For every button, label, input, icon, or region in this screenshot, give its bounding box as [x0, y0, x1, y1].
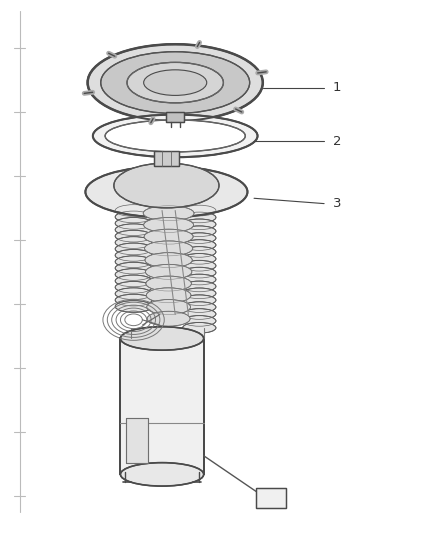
Ellipse shape: [93, 115, 258, 157]
Text: 1: 1: [333, 82, 341, 94]
Ellipse shape: [115, 217, 152, 229]
Ellipse shape: [115, 269, 152, 280]
Ellipse shape: [145, 264, 192, 279]
Ellipse shape: [183, 295, 216, 305]
Ellipse shape: [115, 205, 152, 216]
Ellipse shape: [183, 322, 216, 333]
Ellipse shape: [183, 247, 216, 257]
Ellipse shape: [183, 288, 216, 298]
Ellipse shape: [144, 70, 207, 95]
Ellipse shape: [115, 224, 152, 236]
Ellipse shape: [115, 301, 152, 312]
Ellipse shape: [147, 300, 191, 314]
Bar: [166, 112, 184, 122]
Ellipse shape: [145, 253, 192, 268]
Ellipse shape: [144, 229, 193, 244]
Bar: [154, 151, 179, 166]
Bar: [256, 488, 286, 508]
Ellipse shape: [120, 463, 204, 486]
Ellipse shape: [146, 288, 191, 303]
Ellipse shape: [183, 233, 216, 244]
Ellipse shape: [144, 217, 194, 232]
Ellipse shape: [183, 219, 216, 230]
Text: 2: 2: [333, 135, 341, 148]
Ellipse shape: [146, 276, 191, 291]
Ellipse shape: [85, 166, 247, 217]
Ellipse shape: [115, 230, 152, 242]
Ellipse shape: [183, 240, 216, 251]
Ellipse shape: [183, 226, 216, 237]
Ellipse shape: [183, 261, 216, 271]
Ellipse shape: [147, 311, 190, 326]
Ellipse shape: [183, 274, 216, 285]
Ellipse shape: [183, 316, 216, 326]
Bar: [256, 488, 286, 508]
Ellipse shape: [183, 212, 216, 223]
Ellipse shape: [115, 249, 152, 261]
Bar: [131, 328, 204, 338]
Ellipse shape: [115, 262, 152, 274]
Bar: [154, 151, 179, 166]
Ellipse shape: [114, 163, 219, 208]
Ellipse shape: [115, 237, 152, 248]
Ellipse shape: [183, 254, 216, 264]
Ellipse shape: [115, 281, 152, 293]
Ellipse shape: [115, 288, 152, 300]
Ellipse shape: [115, 275, 152, 287]
Ellipse shape: [115, 256, 152, 268]
Ellipse shape: [143, 206, 194, 221]
Ellipse shape: [115, 211, 152, 223]
Bar: [166, 112, 184, 122]
Bar: [126, 418, 148, 463]
Ellipse shape: [127, 62, 223, 103]
Ellipse shape: [85, 166, 247, 217]
Ellipse shape: [115, 294, 152, 306]
Ellipse shape: [88, 44, 263, 121]
Ellipse shape: [145, 241, 193, 256]
Bar: [120, 338, 204, 474]
Ellipse shape: [183, 205, 216, 216]
Ellipse shape: [183, 302, 216, 312]
Bar: [120, 338, 204, 474]
Ellipse shape: [183, 267, 216, 278]
Bar: [126, 418, 148, 463]
Ellipse shape: [105, 120, 245, 152]
Ellipse shape: [183, 309, 216, 319]
Text: 3: 3: [333, 197, 341, 210]
Ellipse shape: [183, 281, 216, 292]
Bar: [120, 338, 204, 474]
Ellipse shape: [120, 327, 204, 350]
Ellipse shape: [115, 243, 152, 255]
Ellipse shape: [101, 52, 250, 114]
Ellipse shape: [93, 115, 258, 157]
